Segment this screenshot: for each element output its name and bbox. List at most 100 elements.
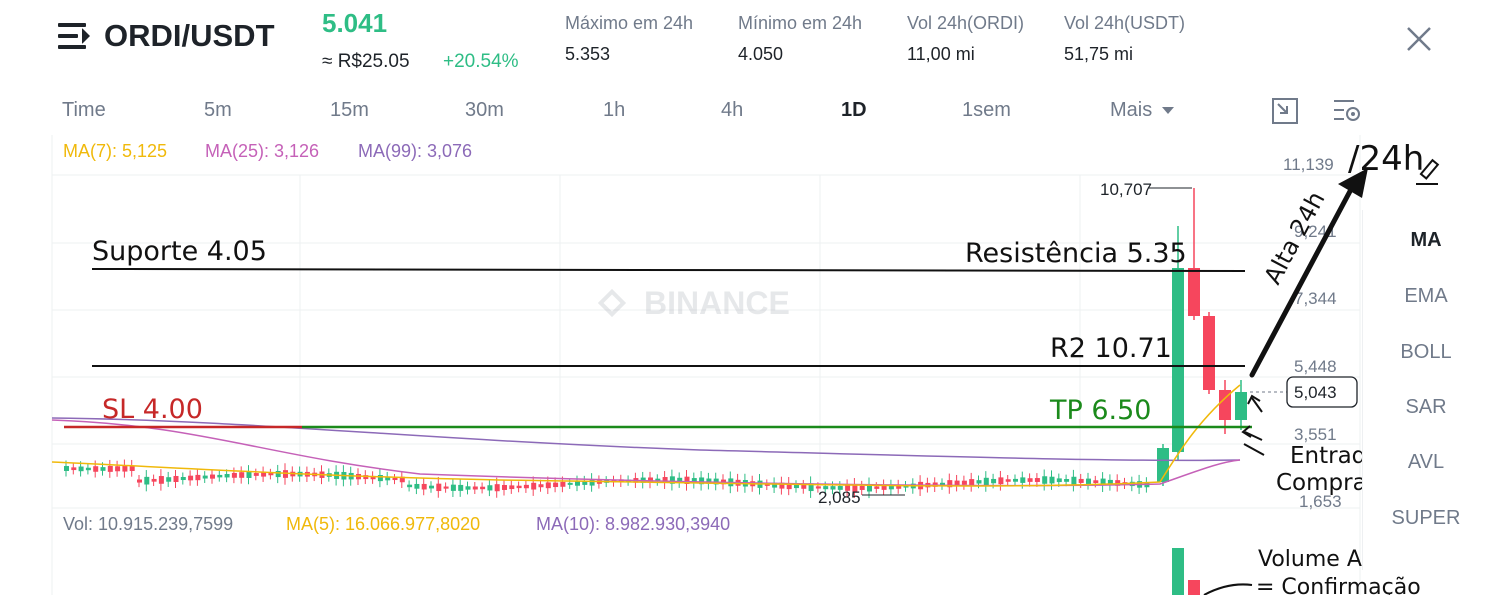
candle-body: [137, 479, 142, 483]
tab-1sem[interactable]: 1sem: [962, 99, 1011, 121]
pair-title[interactable]: ORDI/USDT: [58, 18, 275, 54]
stat-vol-usdt-value: 51,75 mi: [1064, 44, 1134, 64]
indicator-sar[interactable]: SAR: [1405, 396, 1447, 418]
candle-body: [531, 482, 537, 490]
stat-high-value: 5.353: [565, 44, 611, 64]
tab-time[interactable]: Time: [62, 99, 106, 121]
close-icon[interactable]: [1404, 24, 1434, 54]
candle-body: [85, 467, 91, 471]
indicator-boll[interactable]: BOLL: [1400, 341, 1452, 363]
candle-body: [180, 477, 186, 481]
candle-body: [874, 486, 880, 489]
menu-icon[interactable]: [58, 23, 90, 49]
candle-body: [1049, 476, 1055, 484]
sl-annotation: SL 4.00: [102, 394, 203, 425]
ma99-legend: MA(99): 3,076: [358, 141, 473, 161]
candle-body: [567, 482, 573, 485]
candle-body: [217, 474, 223, 478]
candle-body: [823, 486, 829, 490]
vol-ma5-legend: MA(5): 16.066.977,8020: [286, 514, 481, 534]
pencil-icon[interactable]: [1416, 158, 1440, 185]
candle-body: [1027, 478, 1033, 482]
candle-body: [545, 482, 551, 489]
candle-body: [407, 484, 413, 488]
candle-body: [1172, 268, 1184, 452]
candle-body: [699, 477, 705, 485]
entry-arrow-1: [1251, 397, 1263, 413]
candle-body: [713, 478, 719, 485]
candle-body: [830, 486, 836, 490]
candle-body: [100, 467, 106, 471]
axis-tick: 5,448: [1294, 357, 1337, 376]
candle-body: [283, 470, 288, 478]
candle-body: [253, 473, 259, 476]
candle-body: [1020, 477, 1026, 483]
candle-body: [662, 477, 668, 483]
ma25-line: [51, 419, 1241, 487]
candle-body: [1235, 392, 1247, 420]
candle-body: [618, 479, 624, 483]
candle-body: [1100, 478, 1106, 486]
candle-body: [115, 466, 121, 472]
axis-tick: 3,551: [1294, 425, 1337, 444]
indicator-super[interactable]: SUPER: [1391, 507, 1461, 529]
tab-1h[interactable]: 1h: [603, 99, 626, 121]
chart-grid: [51, 135, 1361, 595]
ma25-legend: MA(25): 3,126: [205, 141, 320, 161]
indicator-avl[interactable]: AVL: [1407, 451, 1445, 473]
candle-body: [173, 475, 179, 483]
tab-30m[interactable]: 30m: [465, 99, 504, 121]
chart-settings-icon[interactable]: [1332, 96, 1362, 126]
expand-chart-icon[interactable]: [1270, 96, 1300, 126]
r2-annotation: R2 10.71: [1050, 333, 1172, 364]
candle-body: [166, 477, 172, 482]
candle-body: [881, 484, 887, 490]
tab-5m[interactable]: 5m: [204, 99, 232, 121]
candle-body: [472, 486, 478, 490]
price-brl: ≈ R$25.05: [322, 51, 410, 72]
candle-body: [859, 485, 865, 490]
candle-body: [801, 484, 807, 489]
ma-lines: [51, 384, 1241, 487]
candle-body: [421, 483, 427, 490]
candle-body: [64, 466, 69, 471]
indicator-ma[interactable]: MA: [1410, 229, 1442, 251]
candle-body: [363, 475, 369, 480]
candle-body: [998, 477, 1004, 485]
candle-body: [523, 484, 529, 489]
binance-watermark: BINANCE: [597, 285, 790, 321]
candle-body: [976, 480, 982, 484]
candle-body: [399, 476, 405, 483]
current-price-tag: [1286, 376, 1358, 408]
candle-body: [1086, 478, 1091, 484]
candle-body: [494, 484, 500, 492]
pair-name: ORDI/USDT: [104, 18, 275, 53]
candle-body: [487, 485, 493, 491]
candle-body: [845, 485, 851, 491]
candle-body: [224, 474, 230, 478]
candle-body: [1093, 480, 1099, 484]
indicator-panel: [1362, 210, 1488, 570]
current-price-value: 5,043: [1294, 383, 1337, 402]
support-resistance-line: [91, 268, 1246, 272]
indicator-ema[interactable]: EMA: [1404, 285, 1448, 307]
candle-body: [1042, 476, 1048, 484]
tab-4h[interactable]: 4h: [721, 99, 744, 121]
stat-low-label: Mínimo em 24h: [738, 13, 863, 33]
candle-body: [1115, 480, 1121, 486]
tab-1d[interactable]: 1D: [841, 99, 867, 121]
low-marker-label: 2,085: [818, 488, 861, 507]
candle-body: [575, 481, 580, 486]
candle-body: [794, 484, 799, 489]
candle-body: [677, 477, 683, 483]
candle-body: [509, 485, 515, 490]
tab-more[interactable]: Mais: [1110, 99, 1174, 122]
candle-body: [122, 465, 128, 472]
high-marker-label: 10,707: [1100, 180, 1152, 199]
candle-body: [1034, 478, 1040, 482]
candle-body: [195, 474, 201, 481]
candle-body: [691, 478, 697, 484]
candle-body: [706, 478, 712, 484]
tab-15m[interactable]: 15m: [330, 99, 369, 121]
